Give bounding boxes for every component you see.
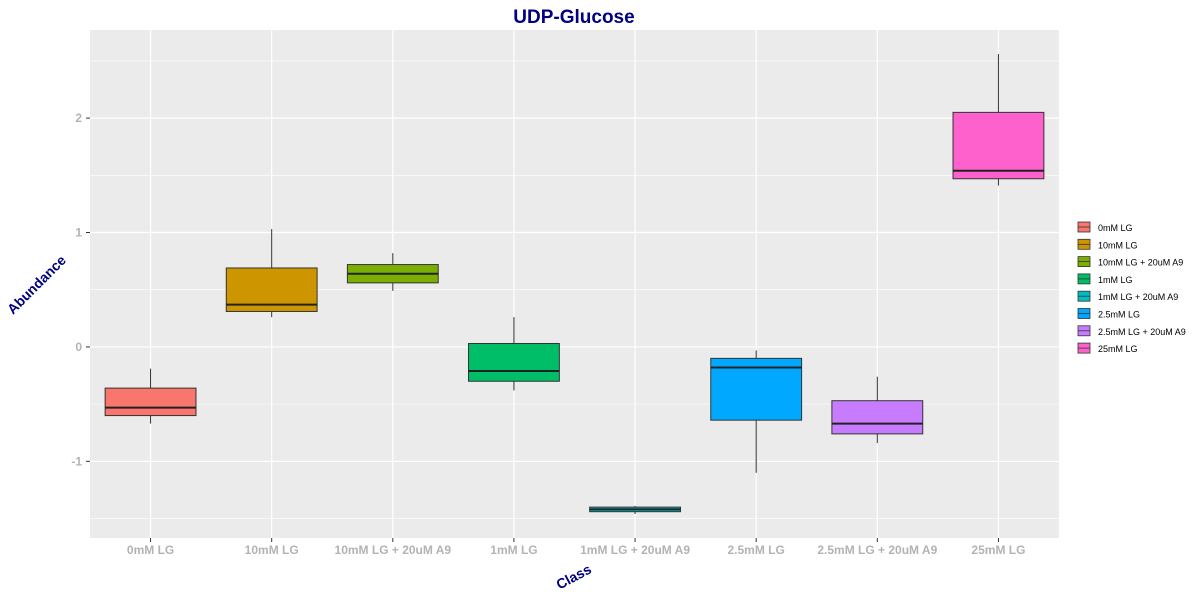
box-7 [952,54,1045,186]
box-4 [589,505,681,514]
box-0 [104,368,197,424]
x-tick-label-2: 10mM LG + 20uM A9 [335,543,452,557]
y-tick-label-1: 0 [75,340,82,354]
legend-label-7: 25mM LG [1098,344,1138,354]
legend-label-1: 10mM LG [1098,240,1138,250]
legend-item-2: 10mM LG + 20uM A9 [1077,256,1183,268]
x-tick-label-3: 1mM LG [490,543,537,557]
box-rect-0 [104,387,197,417]
box-rect-6 [831,400,924,435]
legend-label-6: 2.5mM LG + 20uM A9 [1098,327,1186,337]
legend-item-6: 2.5mM LG + 20uM A9 [1077,325,1186,337]
legend-label-3: 1mM LG [1098,275,1133,285]
x-tick-label-6: 2.5mM LG + 20uM A9 [817,543,937,557]
box-rect-3 [468,342,560,382]
legend-label-2: 10mM LG + 20uM A9 [1098,258,1183,268]
legend-label-0: 0mM LG [1098,223,1133,233]
legend-item-7: 25mM LG [1077,342,1138,354]
legend: 0mM LG 10mM LG 10mM LG + 20uM A9 1mM LG 1mM … [1077,221,1186,354]
legend-label-4: 1mM LG + 20uM A9 [1098,292,1178,302]
box-3 [468,317,560,391]
x-tick-label-5: 2.5mM LG [728,543,785,557]
box-5 [710,350,803,473]
legend-label-5: 2.5mM LG [1098,310,1140,320]
legend-item-4: 1mM LG + 20uM A9 [1077,290,1178,302]
legend-item-3: 1mM LG [1077,273,1133,285]
y-tick-label-2: 1 [75,226,82,240]
x-axis-title: Class [553,561,594,593]
x-tick-label-0: 0mM LG [127,543,174,557]
y-tick-label-0: -1 [71,454,82,468]
box-rect-5 [710,357,803,421]
x-tick-label-4: 1mM LG + 20uM A9 [580,543,690,557]
legend-item-5: 2.5mM LG [1077,308,1140,320]
y-tick-label-3: 2 [75,111,82,125]
x-axis-ticks: 0mM LG 10mM LG 10mM LG + 20uM A9 1mM LG 1mM … [127,538,1025,557]
box-series [104,54,1045,514]
box-1 [225,229,318,318]
box-6 [831,376,924,444]
legend-item-1: 10mM LG [1077,238,1138,250]
box-2 [346,253,439,291]
box-rect-7 [952,111,1045,180]
chart-title: UDP-Glucose [513,7,634,28]
x-tick-label-1: 10mM LG [245,543,299,557]
x-tick-label-7: 25mM LG [971,543,1025,557]
y-axis-ticks: -1 0 1 2 [71,111,90,468]
legend-item-0: 0mM LG [1077,221,1133,233]
y-axis-title: Abundance [4,252,69,317]
